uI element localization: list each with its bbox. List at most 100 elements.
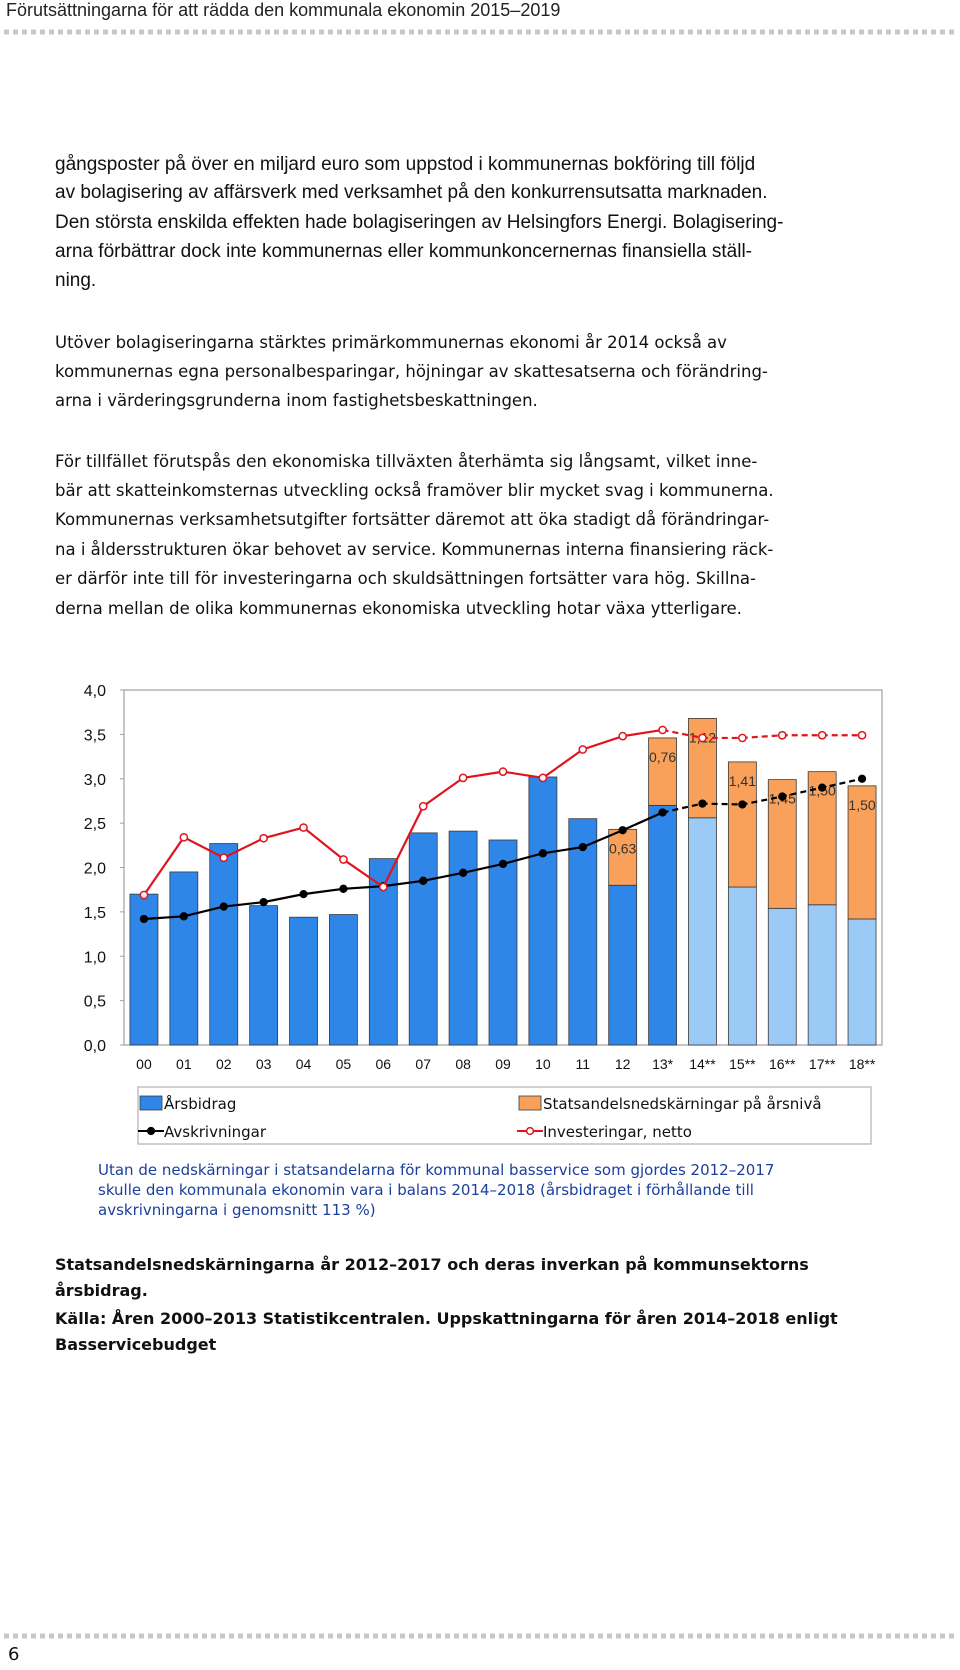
marker	[498, 767, 508, 777]
paragraph-line: derna mellan de olika kommunernas ekonom…	[55, 599, 742, 618]
bar	[249, 905, 279, 1046]
bar	[727, 761, 757, 888]
y-tick-label: 2,0	[84, 861, 106, 878]
bar	[329, 914, 358, 1046]
chart-note: Utan de nedskärningar i statsandelarna f…	[98, 1161, 774, 1179]
legend-swatch	[139, 1095, 163, 1111]
legend-marker	[146, 1126, 156, 1136]
marker	[339, 884, 348, 893]
bar	[169, 871, 199, 1046]
marker	[818, 783, 827, 792]
marker	[778, 792, 787, 801]
marker	[139, 890, 149, 900]
paragraph-line: bär att skatteinkomsternas utveckling oc…	[55, 481, 774, 500]
bar	[767, 907, 797, 1046]
x-tick-label: 01	[176, 1056, 192, 1072]
marker	[618, 731, 628, 741]
line	[662, 777, 863, 814]
x-tick-label: 15**	[729, 1056, 756, 1072]
bar	[408, 832, 438, 1046]
x-tick-label: 17**	[809, 1056, 836, 1072]
bar	[807, 904, 837, 1046]
line	[662, 728, 863, 740]
bar	[608, 884, 638, 1046]
marker	[618, 826, 627, 835]
y-tick-label: 1,5	[84, 905, 106, 922]
x-tick-label: 09	[495, 1056, 511, 1072]
paragraph-line: Kommunernas verksamhetsutgifter fortsätt…	[55, 510, 769, 529]
marker	[698, 799, 707, 808]
legend-label: Avskrivningar	[164, 1123, 267, 1141]
paragraph-line: ning.	[55, 270, 96, 291]
paragraph-line: arna i värderingsgrunderna inom fastighe…	[55, 391, 538, 410]
legend-label: Årsbidrag	[164, 1094, 236, 1113]
marker	[578, 842, 587, 852]
paragraph-line: av bolagisering av affärsverk med verksa…	[55, 182, 768, 203]
value-label: 0,63	[609, 840, 636, 856]
legend-swatch	[518, 1095, 542, 1111]
paragraph-line: gångsposter på över en miljard euro som …	[55, 154, 755, 175]
marker	[498, 859, 508, 869]
caption-line: Källa: Åren 2000–2013 Statistikcentralen…	[55, 1309, 838, 1328]
x-tick-label: 12	[615, 1056, 631, 1072]
y-tick-label: 2,5	[84, 816, 106, 833]
marker	[299, 823, 308, 832]
paragraph-line: Den största enskilda effekten hade bolag…	[55, 212, 783, 233]
marker	[179, 912, 188, 921]
y-tick-label: 0,5	[84, 994, 106, 1011]
bar	[727, 886, 757, 1046]
marker	[738, 800, 747, 809]
caption-line: Statsandelsnedskärningarna år 2012–2017 …	[55, 1255, 809, 1274]
bar	[448, 830, 478, 1046]
marker	[658, 725, 667, 735]
bar	[688, 817, 717, 1046]
x-tick-label: 05	[336, 1056, 352, 1072]
paragraph-line: För tillfället förutspås den ekonomiska …	[55, 452, 757, 471]
caption-line: Basservicebudget	[55, 1335, 217, 1354]
marker	[738, 733, 747, 743]
x-tick-label: 07	[415, 1056, 431, 1072]
marker	[777, 730, 787, 740]
marker	[339, 855, 348, 864]
x-tick-label: 10	[535, 1056, 551, 1072]
marker	[538, 849, 548, 858]
marker	[259, 897, 268, 907]
x-tick-label: 03	[256, 1056, 272, 1072]
x-tick-label: 02	[216, 1056, 232, 1072]
value-label: 1,41	[729, 773, 756, 789]
paragraph-line: kommunernas egna personalbesparingar, hö…	[55, 362, 768, 381]
x-tick-label: 14**	[689, 1056, 716, 1072]
header-title: Förutsättningarna för att rädda den komm…	[6, 0, 560, 20]
marker	[259, 833, 268, 843]
legend-label: Investeringar, netto	[543, 1123, 692, 1141]
bar	[488, 839, 518, 1046]
x-tick-label: 06	[376, 1056, 392, 1072]
x-tick-label: 13*	[652, 1056, 674, 1072]
marker	[179, 832, 189, 842]
bar	[648, 804, 677, 1046]
marker	[418, 801, 428, 811]
marker	[219, 902, 228, 911]
value-label: 1,50	[848, 797, 875, 813]
marker	[299, 889, 308, 899]
marker	[578, 745, 588, 754]
legend-label: Statsandelsnedskärningar på årsnivå	[543, 1095, 822, 1113]
y-tick-label: 3,0	[84, 772, 106, 789]
marker	[378, 882, 388, 892]
legend	[137, 1086, 872, 1145]
bar	[289, 916, 318, 1046]
bar	[767, 779, 797, 909]
bar	[847, 785, 877, 920]
chart-note: skulle den kommunala ekonomin vara i bal…	[98, 1181, 754, 1199]
line	[143, 811, 664, 921]
paragraph-line: na i åldersstrukturen ökar behovet av se…	[55, 540, 773, 559]
bar	[807, 771, 837, 906]
line	[143, 728, 663, 896]
x-tick-label: 11	[576, 1056, 591, 1072]
marker	[458, 773, 468, 783]
x-tick-label: 08	[455, 1056, 471, 1072]
y-tick-label: 1,0	[84, 949, 106, 966]
marker	[658, 808, 667, 817]
marker	[698, 733, 707, 743]
